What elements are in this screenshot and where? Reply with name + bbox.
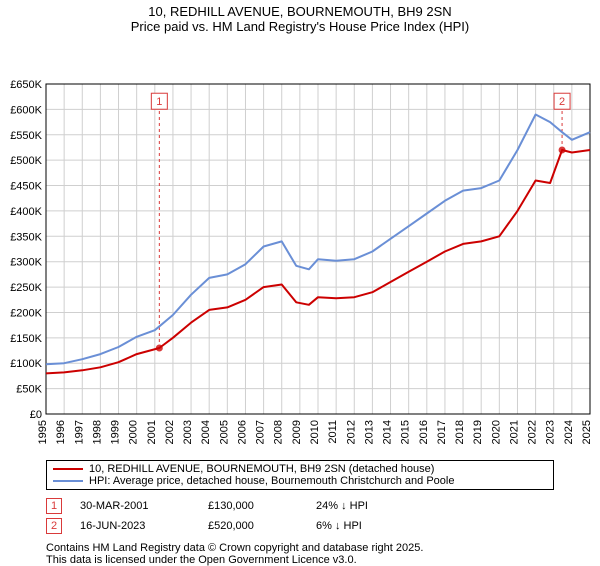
svg-text:2006: 2006 bbox=[236, 420, 248, 444]
svg-text:2010: 2010 bbox=[309, 420, 321, 444]
svg-text:£350K: £350K bbox=[10, 231, 42, 243]
svg-text:2025: 2025 bbox=[581, 420, 593, 444]
svg-text:2004: 2004 bbox=[200, 420, 212, 444]
svg-text:2019: 2019 bbox=[472, 420, 484, 444]
chart-svg: £0 £50K £100K £150K £200K £250K £300K £350K £400… bbox=[0, 34, 600, 454]
svg-text:2016: 2016 bbox=[418, 420, 430, 444]
legend-row: 10, REDHILL AVENUE, BOURNEMOUTH, BH9 2SN… bbox=[53, 463, 547, 475]
callout-row: 2 16-JUN-2023 £520,000 6% ↓ HPI bbox=[46, 516, 554, 536]
svg-text:1999: 1999 bbox=[110, 420, 122, 444]
svg-text:2018: 2018 bbox=[454, 420, 466, 444]
svg-text:2022: 2022 bbox=[527, 420, 539, 444]
callout-delta: 6% ↓ HPI bbox=[316, 520, 362, 532]
svg-text:£100K: £100K bbox=[10, 358, 42, 370]
svg-text:2021: 2021 bbox=[508, 420, 520, 444]
callout-delta: 24% ↓ HPI bbox=[316, 500, 368, 512]
svg-text:2000: 2000 bbox=[128, 420, 140, 444]
copyright-text: Contains HM Land Registry data © Crown c… bbox=[46, 542, 554, 566]
svg-text:1995: 1995 bbox=[37, 420, 49, 444]
legend-box: 10, REDHILL AVENUE, BOURNEMOUTH, BH9 2SN… bbox=[46, 460, 554, 490]
svg-text:2014: 2014 bbox=[382, 420, 394, 444]
svg-text:£50K: £50K bbox=[16, 384, 42, 396]
svg-text:£200K: £200K bbox=[10, 307, 42, 319]
svg-text:£450K: £450K bbox=[10, 181, 42, 193]
svg-text:2015: 2015 bbox=[400, 420, 412, 444]
legend-row: HPI: Average price, detached house, Bour… bbox=[53, 475, 547, 487]
svg-text:2007: 2007 bbox=[255, 420, 267, 444]
svg-text:2017: 2017 bbox=[436, 420, 448, 444]
chart-plot-area: £0 £50K £100K £150K £200K £250K £300K £350K £400… bbox=[0, 34, 600, 454]
svg-text:2005: 2005 bbox=[218, 420, 230, 444]
legend-swatch bbox=[53, 480, 83, 482]
callout-date: 30-MAR-2001 bbox=[80, 500, 190, 512]
legend-label: HPI: Average price, detached house, Bour… bbox=[89, 475, 454, 487]
svg-text:£400K: £400K bbox=[10, 206, 42, 218]
svg-text:£150K: £150K bbox=[10, 333, 42, 345]
svg-text:1996: 1996 bbox=[55, 420, 67, 444]
svg-text:2024: 2024 bbox=[563, 420, 575, 444]
callout-price: £130,000 bbox=[208, 500, 298, 512]
callout-badge: 1 bbox=[46, 498, 62, 514]
title-block: 10, REDHILL AVENUE, BOURNEMOUTH, BH9 2SN… bbox=[0, 0, 600, 34]
svg-text:1998: 1998 bbox=[91, 420, 103, 444]
svg-text:2009: 2009 bbox=[291, 420, 303, 444]
svg-text:1: 1 bbox=[156, 96, 162, 108]
svg-text:£250K: £250K bbox=[10, 282, 42, 294]
callout-date: 16-JUN-2023 bbox=[80, 520, 190, 532]
svg-text:2011: 2011 bbox=[327, 420, 339, 444]
svg-text:2008: 2008 bbox=[273, 420, 285, 444]
legend-label: 10, REDHILL AVENUE, BOURNEMOUTH, BH9 2SN… bbox=[89, 463, 434, 475]
svg-text:1997: 1997 bbox=[73, 420, 85, 444]
callout-table: 1 30-MAR-2001 £130,000 24% ↓ HPI 2 16-JU… bbox=[46, 496, 554, 536]
svg-text:2003: 2003 bbox=[182, 420, 194, 444]
svg-text:2013: 2013 bbox=[363, 420, 375, 444]
chart-title: 10, REDHILL AVENUE, BOURNEMOUTH, BH9 2SN bbox=[0, 4, 600, 19]
chart-subtitle: Price paid vs. HM Land Registry's House … bbox=[0, 19, 600, 34]
svg-text:£300K: £300K bbox=[10, 257, 42, 269]
callout-badge: 2 bbox=[46, 518, 62, 534]
callout-row: 1 30-MAR-2001 £130,000 24% ↓ HPI bbox=[46, 496, 554, 516]
svg-text:£650K: £650K bbox=[10, 79, 42, 91]
chart-container: 10, REDHILL AVENUE, BOURNEMOUTH, BH9 2SN… bbox=[0, 0, 600, 560]
svg-text:£550K: £550K bbox=[10, 130, 42, 142]
svg-text:£500K: £500K bbox=[10, 155, 42, 167]
svg-text:2: 2 bbox=[559, 96, 565, 108]
svg-text:2023: 2023 bbox=[545, 420, 557, 444]
svg-text:2001: 2001 bbox=[146, 420, 158, 444]
svg-text:2002: 2002 bbox=[164, 420, 176, 444]
svg-text:£600K: £600K bbox=[10, 104, 42, 116]
svg-text:2012: 2012 bbox=[345, 420, 357, 444]
legend-swatch bbox=[53, 468, 83, 470]
svg-text:£0: £0 bbox=[30, 409, 42, 421]
callout-price: £520,000 bbox=[208, 520, 298, 532]
svg-text:2020: 2020 bbox=[490, 420, 502, 444]
